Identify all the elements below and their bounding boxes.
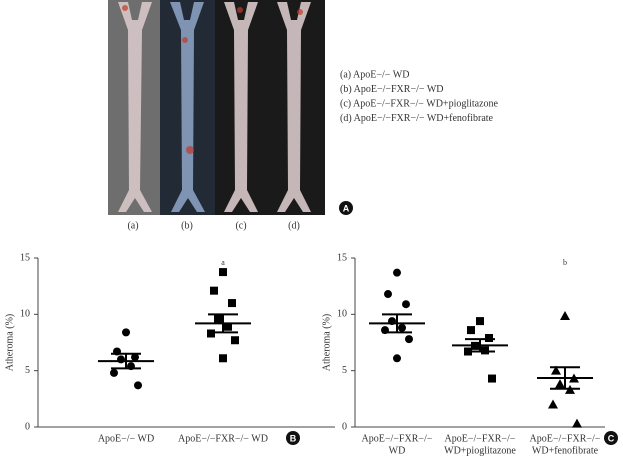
x-tick-label: ApoE−/−FXR−/− — [362, 433, 433, 444]
panel-badge — [339, 201, 353, 215]
y-tick-label: 15 — [337, 252, 347, 263]
data-point — [481, 346, 489, 355]
significance-label: b — [563, 258, 567, 267]
x-tick-label: ApoE−/−FXR−/− — [445, 433, 516, 444]
panel-badge — [604, 431, 618, 445]
data-point — [476, 317, 484, 326]
data-point — [207, 329, 215, 338]
data-point — [405, 335, 413, 344]
x-tick-label: WD+pioglitazone — [444, 445, 516, 456]
x-tick-label: ApoE−/−FXR−/− — [530, 433, 601, 444]
data-point — [214, 314, 222, 323]
data-point — [224, 322, 232, 331]
data-point — [122, 328, 130, 337]
error-bar — [382, 313, 412, 334]
legend-entry: (b) ApoE−/−FXR−/− WD — [340, 84, 444, 95]
data-point — [219, 354, 227, 363]
data-point — [560, 311, 570, 321]
x-tick-label: WD — [389, 445, 406, 456]
significance-label: a — [221, 258, 225, 267]
panel-badge — [286, 431, 300, 445]
legend-entry: (a) ApoE−/− WD — [340, 69, 409, 80]
y-tick-label: 10 — [20, 309, 30, 320]
data-point — [402, 300, 410, 309]
photo-label: (a) — [127, 220, 138, 231]
data-point — [551, 365, 561, 375]
legend-entry: (d) ApoE−/−FXR−/− WD+fenofibrate — [340, 113, 494, 124]
x-tick-label: ApoE−/−FXR−/− WD — [178, 433, 268, 444]
photo-label: (c) — [235, 220, 246, 231]
y-axis-label: Atheroma (%) — [4, 314, 15, 371]
error-bar — [111, 352, 141, 370]
panel-letter: C — [608, 433, 615, 443]
data-point — [488, 374, 496, 383]
data-point — [555, 379, 565, 389]
data-point — [572, 418, 582, 428]
y-tick-label: 0 — [25, 421, 30, 432]
y-axis-label: Atheroma (%) — [321, 314, 332, 371]
data-point — [467, 326, 475, 335]
data-point — [134, 381, 142, 390]
data-point — [485, 333, 493, 342]
data-point — [398, 323, 406, 332]
data-point — [131, 353, 139, 362]
data-point — [228, 299, 236, 308]
y-tick-label: 0 — [342, 421, 347, 432]
x-tick-label: ApoE−/− WD — [98, 433, 154, 444]
photo-label: (d) — [288, 220, 300, 231]
data-point — [219, 268, 227, 277]
panel-letter: A — [343, 203, 350, 213]
data-point — [548, 399, 558, 409]
data-point — [393, 354, 401, 363]
legend-entry: (c) ApoE−/−FXR−/− WD+pioglitazone — [340, 98, 499, 109]
y-tick-label: 5 — [342, 365, 347, 376]
aorta-photo — [108, 0, 325, 215]
photo-label: (b) — [181, 220, 193, 231]
data-point — [210, 286, 218, 295]
y-tick-label: 15 — [20, 252, 30, 263]
error-bar — [208, 313, 238, 334]
data-point — [384, 290, 392, 299]
data-point — [117, 355, 125, 364]
error-bar — [465, 338, 495, 353]
panel-letter: B — [290, 433, 297, 443]
error-bar — [550, 366, 580, 390]
data-point — [393, 268, 401, 277]
data-point — [110, 368, 118, 377]
y-tick-label: 5 — [25, 365, 30, 376]
x-tick-label: WD+fenofibrate — [532, 445, 599, 456]
data-point — [231, 336, 239, 345]
y-tick-label: 10 — [337, 309, 347, 320]
